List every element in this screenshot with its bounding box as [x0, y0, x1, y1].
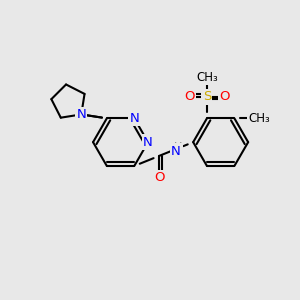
Text: N: N	[76, 108, 86, 121]
Text: N: N	[76, 108, 86, 121]
Text: N: N	[171, 145, 181, 158]
Text: H: H	[174, 142, 182, 152]
Text: O: O	[219, 90, 230, 103]
Text: N: N	[143, 136, 153, 148]
Text: N: N	[129, 112, 139, 125]
Text: O: O	[184, 90, 194, 103]
Text: CH₃: CH₃	[196, 70, 218, 84]
Text: S: S	[203, 90, 211, 103]
Text: CH₃: CH₃	[248, 112, 270, 125]
Text: O: O	[154, 171, 164, 184]
